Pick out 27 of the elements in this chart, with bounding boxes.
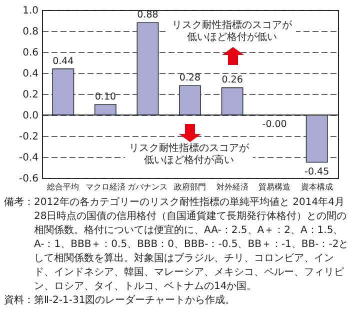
y-tick-label: 0.4 [22,68,38,80]
x-tick-label: ガバナンス [128,182,168,192]
data-label: 0.44 [52,56,74,67]
text: 備考：2012年の各カテゴリーのリスク耐性指標の単純平均値と 2014年4月28日時点の国債の信用格付（自国通貨建て長期発行体格付）との間の相関係数。格付については便宜的に、AA-：2.5、A＋：2、A：1.5、A-：1、BBB＋：0.5、BBB：0、BBB-：-0.5、BB＋：-1、BB-：-2として相関係数を算出。対象国はブラジル、チリ、コロンビア、インド、インドネシア、韓国、マレーシア、メキシコ、ペルー、フィリピン、ロシア、タイ、トルコ、ベトナムの14か国。 [4,196,350,294]
y-tick-label: 0.8 [22,26,38,38]
y-tick-label: 0.2 [22,90,38,100]
y-tick-label: 0.6 [22,48,38,58]
annotation: リスク耐性指標のスコアが低いほど格付が高い [125,143,253,167]
data-label: 0.88 [137,10,158,21]
x-tick-label: 対外経済 [216,182,248,192]
y-tick-label: -0.2 [18,132,38,142]
data-label: -0.45 [304,166,330,178]
y-tick-label: -0.4 [18,152,38,164]
data-label: 0.28 [179,72,201,84]
x-tick-label: マクロ経済 [85,182,126,192]
text: 資料：第Ⅱ-2-1-31図のレーダーチャートから作成。 [4,294,236,308]
data-label: 0.26 [222,74,243,86]
y-tick-label: 1.0 [22,6,38,16]
data-label: -0.00 [262,119,287,130]
data-label: 0.10 [94,92,116,102]
annotation: リスク耐性指標のスコアが低いほど格付が低い [168,20,296,44]
y-tick-label: -0.6 [18,174,38,184]
y-tick-label: 0.0 [22,110,38,122]
x-tick-label: 総合平均 [46,182,80,192]
x-tick-label: 貿易構造 [258,182,291,192]
x-tick-label: 資本構成 [300,182,333,192]
x-tick-label: 政府部門 [174,182,206,192]
